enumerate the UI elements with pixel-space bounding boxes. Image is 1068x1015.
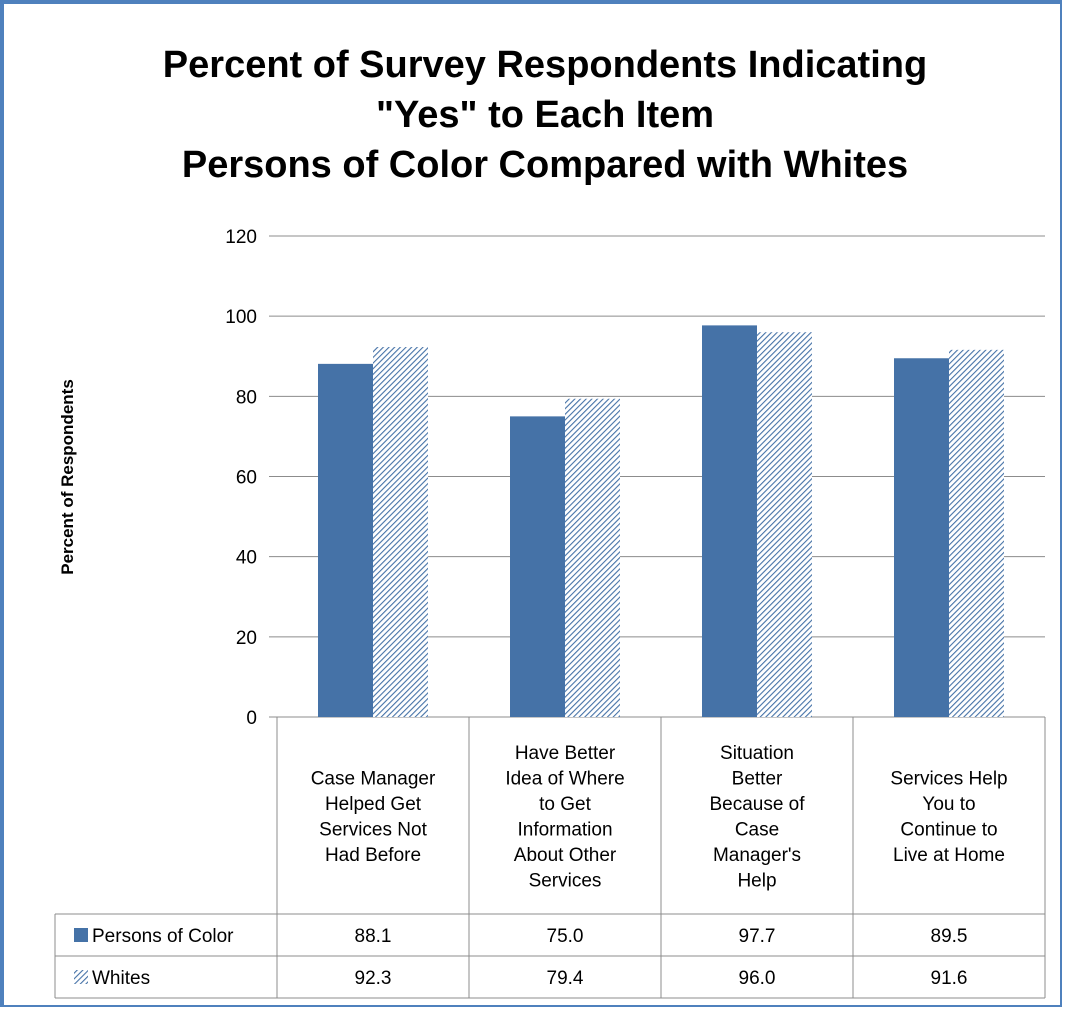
data-value-label: 79.4 xyxy=(547,968,584,989)
category-label: Helped Get xyxy=(325,794,422,815)
y-tick-label: 120 xyxy=(225,227,257,248)
category-label: Case xyxy=(735,819,779,840)
data-value-label: 92.3 xyxy=(355,968,392,989)
data-value-label: 97.7 xyxy=(739,926,776,947)
bar-persons-of-color xyxy=(318,363,373,717)
data-value-label: 96.0 xyxy=(739,968,776,989)
category-label: Live at Home xyxy=(893,845,1005,866)
bar-whites xyxy=(373,347,428,717)
y-axis-ticks: 0 20 40 60 80 100 120 xyxy=(225,227,257,729)
category-label: to Get xyxy=(539,794,591,815)
y-axis-label: Percent of Respondents xyxy=(58,379,77,575)
chart-title: Percent of Survey Respondents Indicating… xyxy=(40,40,1050,190)
category-label: Continue to xyxy=(900,819,997,840)
category-label: Manager's xyxy=(713,845,801,866)
data-value-label: 75.0 xyxy=(547,926,584,947)
y-tick-label: 40 xyxy=(236,548,257,569)
category-label: Had Before xyxy=(325,845,421,866)
legend-key-persons-of-color xyxy=(74,928,88,942)
data-value-label: 88.1 xyxy=(355,926,392,947)
y-tick-label: 100 xyxy=(225,307,257,328)
category-label: Services Help xyxy=(890,768,1007,789)
category-label: Idea of Where xyxy=(505,768,624,789)
category-label: You to xyxy=(922,794,975,815)
bar-persons-of-color xyxy=(894,358,949,717)
title-line-2: "Yes" to Each Item xyxy=(375,94,715,136)
bar-persons-of-color xyxy=(510,416,565,717)
category-label: Situation xyxy=(720,743,794,764)
category-label: Have Better xyxy=(515,743,616,764)
legend-label: Whites xyxy=(92,968,150,989)
y-tick-label: 0 xyxy=(246,708,257,729)
category-label: Better xyxy=(732,768,783,789)
legend-key-whites xyxy=(74,970,88,984)
legend-label: Persons of Color xyxy=(92,926,234,947)
y-tick-label: 80 xyxy=(236,387,257,408)
data-value-label: 89.5 xyxy=(931,926,968,947)
bar-whites xyxy=(949,349,1004,717)
data-table: Case Manager Helped Get Services Not Had Be… xyxy=(54,717,1046,999)
bar-whites xyxy=(757,332,812,717)
y-tick-label: 20 xyxy=(236,628,257,649)
category-label: Services xyxy=(529,870,602,891)
category-label: About Other xyxy=(514,845,617,866)
data-value-label: 91.6 xyxy=(931,968,968,989)
bar-persons-of-color xyxy=(702,325,757,717)
title-line-3: Persons of Color Compared with Whites xyxy=(181,144,909,186)
bar-whites xyxy=(565,398,620,717)
category-label: Services Not xyxy=(319,819,427,840)
category-label: Case Manager xyxy=(311,768,436,789)
category-label: Because of xyxy=(709,794,805,815)
category-label: Help xyxy=(737,870,776,891)
title-line-1: Percent of Survey Respondents Indicating xyxy=(162,44,928,86)
bars xyxy=(318,325,1004,717)
y-tick-label: 60 xyxy=(236,468,257,489)
category-label: Information xyxy=(517,819,612,840)
